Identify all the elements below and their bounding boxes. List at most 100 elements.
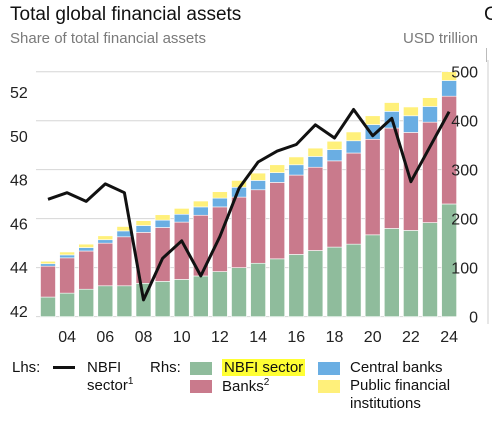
nbfi-share-line-layer xyxy=(47,108,451,302)
right-axis-tick-label: 0 xyxy=(469,310,478,327)
right-axis-tick-label: 300 xyxy=(451,163,478,180)
bar-nbfi xyxy=(403,230,419,317)
bar-nbfi xyxy=(364,234,381,317)
bar-nbfi xyxy=(116,285,133,317)
left-axis-tick-label: 52 xyxy=(10,85,28,102)
bar-nbfi xyxy=(326,246,343,317)
x-axis-tick-label: 22 xyxy=(402,329,420,346)
bar-public-fin-inst xyxy=(441,71,457,81)
legend-public: Public financial xyxy=(350,377,451,394)
bar-banks xyxy=(40,265,56,298)
bar-banks xyxy=(116,236,133,287)
bar-central-banks xyxy=(288,164,305,176)
bar-nbfi xyxy=(193,275,209,317)
bar-nbfi xyxy=(59,292,75,317)
bar-central-banks xyxy=(78,247,94,252)
bar-central-banks xyxy=(441,80,457,97)
legend-line-swatch xyxy=(53,366,75,369)
legend-banks-swatch xyxy=(190,380,212,393)
x-axis-tick-label: 18 xyxy=(326,329,344,346)
bar-public-fin-inst xyxy=(154,214,171,221)
bar-public-fin-inst xyxy=(212,191,228,199)
bar-nbfi xyxy=(269,258,286,317)
bar-central-banks xyxy=(269,172,286,183)
chart-title: Total global financial assets xyxy=(10,4,242,25)
left-axis-tick-label: 42 xyxy=(10,304,28,321)
bar-central-banks xyxy=(307,156,324,168)
bar-nbfi xyxy=(288,254,305,317)
bar-central-banks xyxy=(345,140,362,154)
bar-banks xyxy=(59,257,75,294)
bar-public-fin-inst xyxy=(288,156,305,166)
legend-public-swatch xyxy=(318,380,340,393)
left-axis-tick-label: 48 xyxy=(10,173,28,190)
bar-banks xyxy=(250,189,266,264)
bar-banks xyxy=(78,250,94,290)
legend-line-footnote: 1 xyxy=(127,376,134,387)
bar-public-fin-inst xyxy=(135,220,152,226)
left-axis-tick-label: 50 xyxy=(10,129,28,146)
bar-nbfi xyxy=(40,296,56,317)
bar-banks xyxy=(97,242,114,287)
right-axis-tick-label: 200 xyxy=(451,212,478,229)
x-axis-tick-label: 14 xyxy=(249,329,267,346)
axes: 42 44 46 48 50 52 0 100 200 300 400 500 04 06 08 10 12 14… xyxy=(10,65,478,346)
legend-line-label-text: sector xyxy=(87,377,128,394)
bar-banks xyxy=(231,196,247,268)
bar-central-banks xyxy=(135,225,152,233)
bar-public-fin-inst xyxy=(383,102,400,112)
x-axis-tick-label: 10 xyxy=(173,329,191,346)
legend-nbfi-swatch xyxy=(190,362,212,375)
bar-banks xyxy=(288,174,305,255)
legend-banks-footnote: 2 xyxy=(263,377,270,388)
right-axis-tick-label: 500 xyxy=(451,65,478,82)
bar-public-fin-inst xyxy=(345,131,362,142)
bar-nbfi xyxy=(212,271,228,317)
next-panel-edge xyxy=(486,48,492,62)
legend-central-swatch xyxy=(318,362,340,375)
bar-public-fin-inst xyxy=(364,115,381,125)
x-axis-tick-label: 08 xyxy=(135,329,153,346)
bar-central-banks xyxy=(212,197,228,208)
bar-public-fin-inst xyxy=(250,172,266,181)
bar-public-fin-inst xyxy=(326,140,343,150)
chart-subtitle: Share of total financial assets xyxy=(10,30,206,47)
bar-banks xyxy=(326,160,343,248)
bar-banks xyxy=(307,166,324,251)
bar-public-fin-inst xyxy=(307,147,324,157)
bar-central-banks xyxy=(326,149,343,162)
legend-banks: Banks2 xyxy=(222,377,269,395)
bar-nbfi xyxy=(78,288,94,317)
bar-central-banks xyxy=(403,115,419,133)
x-axis-tick-label: 06 xyxy=(96,329,114,346)
bar-banks xyxy=(364,139,381,236)
bar-central-banks xyxy=(422,106,438,123)
bar-public-fin-inst xyxy=(78,243,94,248)
stacked-bars xyxy=(40,71,457,317)
bar-nbfi xyxy=(97,285,114,317)
bar-public-fin-inst xyxy=(269,164,286,173)
bar-banks xyxy=(383,127,400,229)
bar-public-fin-inst xyxy=(403,106,419,117)
next-panel-letter: C xyxy=(484,4,492,25)
legend-line-label: NBFI xyxy=(87,359,122,376)
left-axis-tick-label: 44 xyxy=(10,260,28,277)
bar-nbfi xyxy=(307,250,324,317)
bar-public-fin-inst xyxy=(59,251,75,256)
legend-banks-text: Banks xyxy=(222,378,264,395)
bar-nbfi xyxy=(231,267,247,317)
bar-central-banks xyxy=(40,263,56,267)
x-axis-tick-label: 04 xyxy=(58,329,76,346)
bar-nbfi xyxy=(173,279,190,317)
bar-central-banks xyxy=(154,219,171,228)
bar-banks xyxy=(345,152,362,245)
bar-public-fin-inst xyxy=(422,97,438,107)
bar-central-banks xyxy=(250,180,266,191)
bar-central-banks xyxy=(116,230,133,238)
bar-central-banks xyxy=(97,239,114,244)
right-axis-unit: USD trillion xyxy=(402,30,478,47)
right-axis-tick-label: 100 xyxy=(451,261,478,278)
legend-lhs-label: Lhs: xyxy=(12,359,41,376)
legend-line-label-2: sector1 xyxy=(87,376,133,394)
